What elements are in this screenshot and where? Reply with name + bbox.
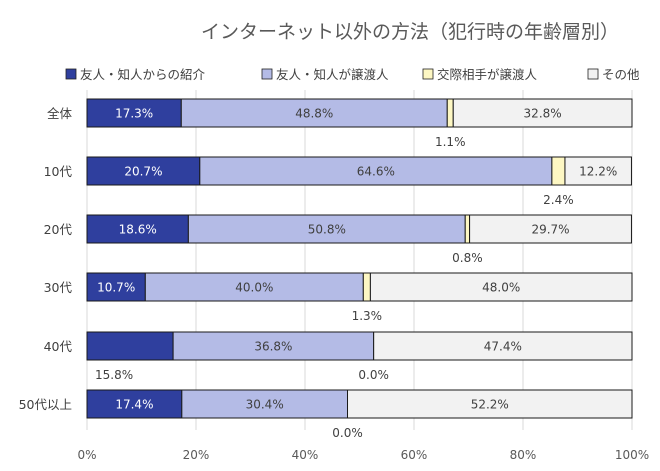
legend-label: その他 bbox=[602, 67, 640, 82]
data-label: 17.4% bbox=[115, 398, 153, 412]
data-label: 15.8% bbox=[95, 368, 133, 382]
x-tick-label: 80% bbox=[510, 448, 537, 462]
bar-segment bbox=[446, 98, 454, 128]
legend-swatch bbox=[422, 68, 434, 80]
legend-swatch bbox=[587, 68, 599, 80]
legend-swatch bbox=[65, 68, 77, 80]
bar-segment bbox=[452, 98, 633, 128]
x-tick-label: 60% bbox=[401, 448, 428, 462]
legend-label: 友人・知人からの紹介 bbox=[80, 67, 206, 82]
data-label: 30.4% bbox=[246, 398, 284, 412]
category-label: 10代 bbox=[44, 164, 73, 179]
category-label: 50代以上 bbox=[19, 397, 72, 412]
bar-segment bbox=[469, 214, 632, 244]
x-tick-label: 100% bbox=[615, 448, 649, 462]
bar-segment bbox=[86, 214, 189, 244]
category-label: 40代 bbox=[44, 339, 73, 354]
category-labels: 全体 10代 20代 30代 40代 50代以上 bbox=[19, 106, 73, 412]
data-label: 64.6% bbox=[357, 165, 395, 179]
gridlines bbox=[86, 90, 633, 430]
category-label: 全体 bbox=[47, 106, 73, 121]
bar-segment bbox=[86, 156, 201, 186]
data-label: 0.8% bbox=[452, 251, 483, 265]
x-tick-label: 0% bbox=[77, 448, 96, 462]
x-tick-label: 40% bbox=[292, 448, 319, 462]
bar-segment bbox=[86, 272, 146, 302]
data-labels: 17.3% 48.8% 1.1% 32.8% 20.7% 64.6% 2.4% 12.2% 18… bbox=[95, 107, 617, 441]
bar-segment bbox=[369, 272, 633, 302]
data-label: 12.2% bbox=[579, 165, 617, 179]
legend-swatch bbox=[261, 68, 273, 80]
data-label: 36.8% bbox=[254, 340, 292, 354]
bar-segment bbox=[564, 156, 632, 186]
bar-segment bbox=[551, 156, 566, 186]
data-label: 40.0% bbox=[235, 281, 273, 295]
bar-segment bbox=[172, 331, 375, 361]
bar-segment bbox=[187, 214, 466, 244]
bar-segment bbox=[144, 272, 364, 302]
bar-segment bbox=[86, 331, 174, 361]
legend-label: 友人・知人が譲渡人 bbox=[276, 67, 389, 82]
data-label: 10.7% bbox=[97, 281, 135, 295]
bar-segment bbox=[86, 389, 183, 419]
data-label: 17.3% bbox=[115, 107, 153, 121]
bar-segment bbox=[347, 389, 633, 419]
x-tick-label: 20% bbox=[183, 448, 210, 462]
data-label: 47.4% bbox=[484, 340, 522, 354]
data-label: 52.2% bbox=[471, 398, 509, 412]
data-label: 32.8% bbox=[524, 107, 562, 121]
bar-segment bbox=[86, 98, 182, 128]
category-label: 30代 bbox=[44, 280, 73, 295]
data-label: 1.1% bbox=[435, 135, 466, 149]
data-label: 0.0% bbox=[358, 368, 389, 382]
data-label: 20.7% bbox=[124, 165, 162, 179]
data-label: 50.8% bbox=[308, 223, 346, 237]
data-label: 18.6% bbox=[119, 223, 157, 237]
data-label: 0.0% bbox=[332, 426, 363, 440]
bars bbox=[86, 98, 633, 419]
bar-segment bbox=[373, 331, 633, 361]
legend: 友人・知人からの紹介 友人・知人が譲渡人 交際相手が譲渡人 その他 bbox=[65, 67, 640, 82]
bar-segment bbox=[181, 389, 349, 419]
category-label: 20代 bbox=[44, 222, 73, 237]
legend-label: 交際相手が譲渡人 bbox=[437, 67, 538, 82]
data-label: 2.4% bbox=[543, 193, 574, 207]
data-label: 29.7% bbox=[531, 223, 569, 237]
data-label: 48.0% bbox=[482, 281, 520, 295]
bar-segment bbox=[199, 156, 553, 186]
data-label: 48.8% bbox=[295, 107, 333, 121]
chart-title: インターネット以外の方法（犯行時の年齢層別） bbox=[201, 21, 619, 43]
data-label: 1.3% bbox=[352, 309, 383, 323]
bar-segment bbox=[362, 272, 371, 302]
x-axis-ticks: 0% 20% 40% 60% 80% 100% bbox=[77, 448, 649, 462]
bar-segment bbox=[464, 214, 471, 244]
